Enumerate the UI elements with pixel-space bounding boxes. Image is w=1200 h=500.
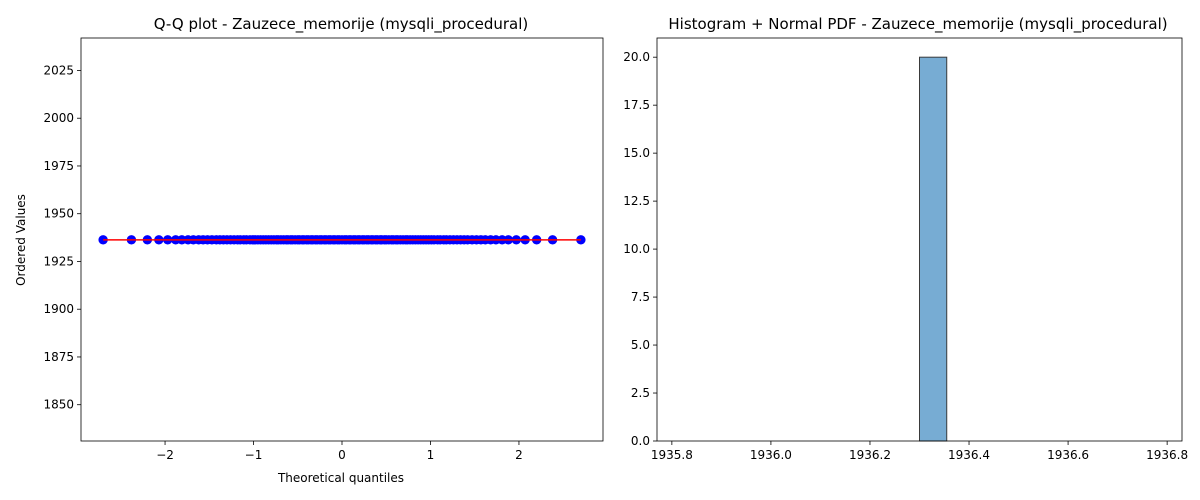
histogram-x-tick-label: 1936.4	[948, 448, 990, 462]
qq-x-tick-label: 1	[427, 448, 435, 462]
histogram-y-tick-label: 5.0	[631, 338, 650, 352]
qq-plot-panel: Q-Q plot - Zauzece_memorije (mysqli_proc…	[14, 15, 604, 485]
qq-y-tick-label: 2025	[43, 63, 74, 77]
qq-y-tick-label: 1875	[43, 350, 74, 364]
histogram-x-tick-label: 1935.8	[651, 448, 693, 462]
histogram-y-tick-label: 0.0	[631, 434, 650, 448]
histogram-y-tick-label: 17.5	[623, 98, 650, 112]
histogram-panel: Histogram + Normal PDF - Zauzece_memorij…	[623, 15, 1188, 462]
qq-x-tick-label: −2	[156, 448, 174, 462]
histogram-bar	[919, 56, 948, 442]
qq-y-tick-label: 1850	[43, 398, 74, 412]
qq-plot-y-axis-label: Ordered Values	[14, 194, 28, 286]
qq-y-tick-label: 2000	[43, 111, 74, 125]
qq-y-tick-label: 1925	[43, 254, 74, 268]
qq-plot-marks	[98, 235, 586, 245]
histogram-ticks: 1935.8 1936.0 1936.2 1936.4 1936.6 1936.8 0.0 2…	[623, 50, 1188, 462]
qq-plot-axes-frame	[80, 37, 604, 442]
histogram-y-tick-label: 10.0	[623, 242, 650, 256]
histogram-title: Histogram + Normal PDF - Zauzece_memorij…	[668, 15, 1167, 34]
qq-y-tick-label: 1975	[43, 159, 74, 173]
histogram-axes-frame	[656, 37, 1183, 442]
histogram-y-tick-label: 15.0	[623, 146, 650, 160]
qq-plot-x-axis-label: Theoretical quantiles	[277, 471, 404, 485]
qq-y-tick-label: 1950	[43, 207, 74, 221]
histogram-y-tick-label: 20.0	[623, 50, 650, 64]
qq-x-tick-label: 2	[515, 448, 523, 462]
qq-y-tick-label: 1900	[43, 302, 74, 316]
qq-x-tick-label: 0	[338, 448, 346, 462]
histogram-y-tick-label: 7.5	[631, 290, 650, 304]
histogram-x-tick-label: 1936.0	[750, 448, 792, 462]
histogram-x-tick-label: 1936.6	[1047, 448, 1089, 462]
qq-x-tick-label: −1	[245, 448, 263, 462]
histogram-marks	[919, 56, 948, 442]
histogram-x-tick-label: 1936.2	[849, 448, 891, 462]
histogram-y-tick-label: 2.5	[631, 386, 650, 400]
qq-plot-ticks: −2 −1 0 1 2 1850 1875 1900 1925 1950 1975 2000 2025	[43, 63, 522, 462]
histogram-x-tick-label: 1936.8	[1146, 448, 1188, 462]
qq-plot-title: Q-Q plot - Zauzece_memorije (mysqli_proc…	[154, 15, 529, 34]
histogram-y-tick-label: 12.5	[623, 194, 650, 208]
